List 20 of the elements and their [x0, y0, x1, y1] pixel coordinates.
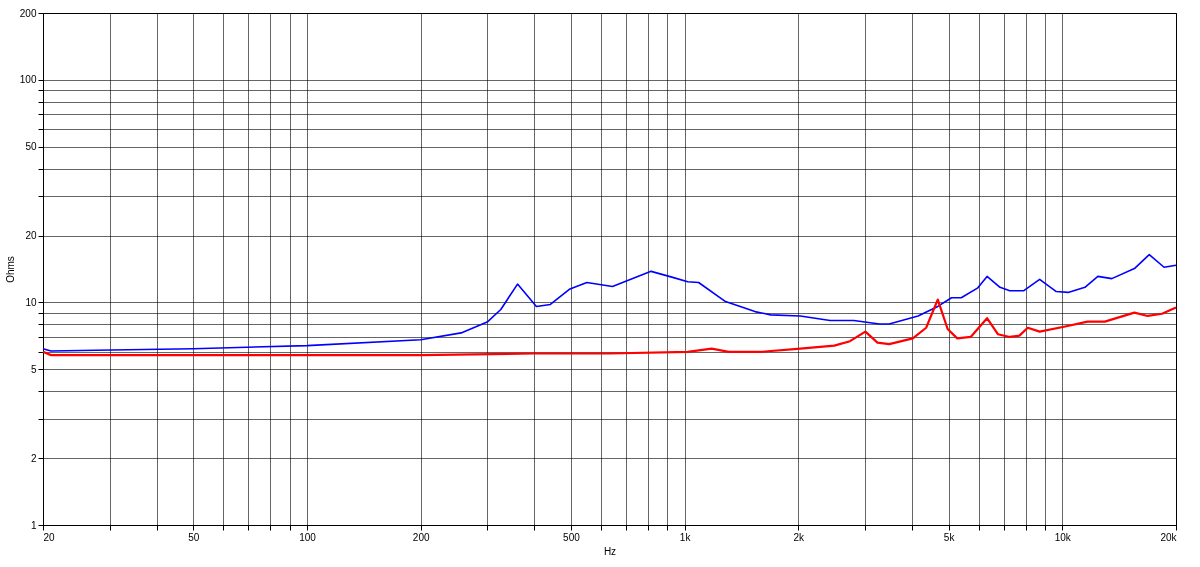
x-tick-label: 500: [563, 531, 581, 543]
x-tick-label: 1k: [679, 531, 692, 543]
x-tick-label: 50: [188, 531, 200, 543]
y-tick-label: 200: [19, 7, 37, 19]
x-tick-label: 20: [43, 531, 56, 543]
x-tick-label: 2k: [793, 531, 806, 543]
x-tick-label: 20k: [1160, 531, 1178, 543]
y-tick-label: 50: [25, 141, 37, 153]
x-tick-label: 5k: [943, 531, 956, 543]
y-tick-label: 1: [30, 519, 37, 531]
y-tick-label: 5: [30, 363, 37, 375]
y-tick-label: 100: [19, 74, 37, 86]
x-tick-label: 10k: [1054, 531, 1072, 543]
y-axis-title: Ohms: [4, 256, 16, 283]
x-tick-label: 200: [412, 531, 430, 543]
y-tick-label: 10: [25, 296, 37, 308]
x-axis-title: Hz: [603, 545, 617, 557]
y-tick-label: 2: [30, 452, 37, 464]
y-tick-label: 20: [25, 230, 37, 242]
x-tick-label: 100: [299, 531, 317, 543]
